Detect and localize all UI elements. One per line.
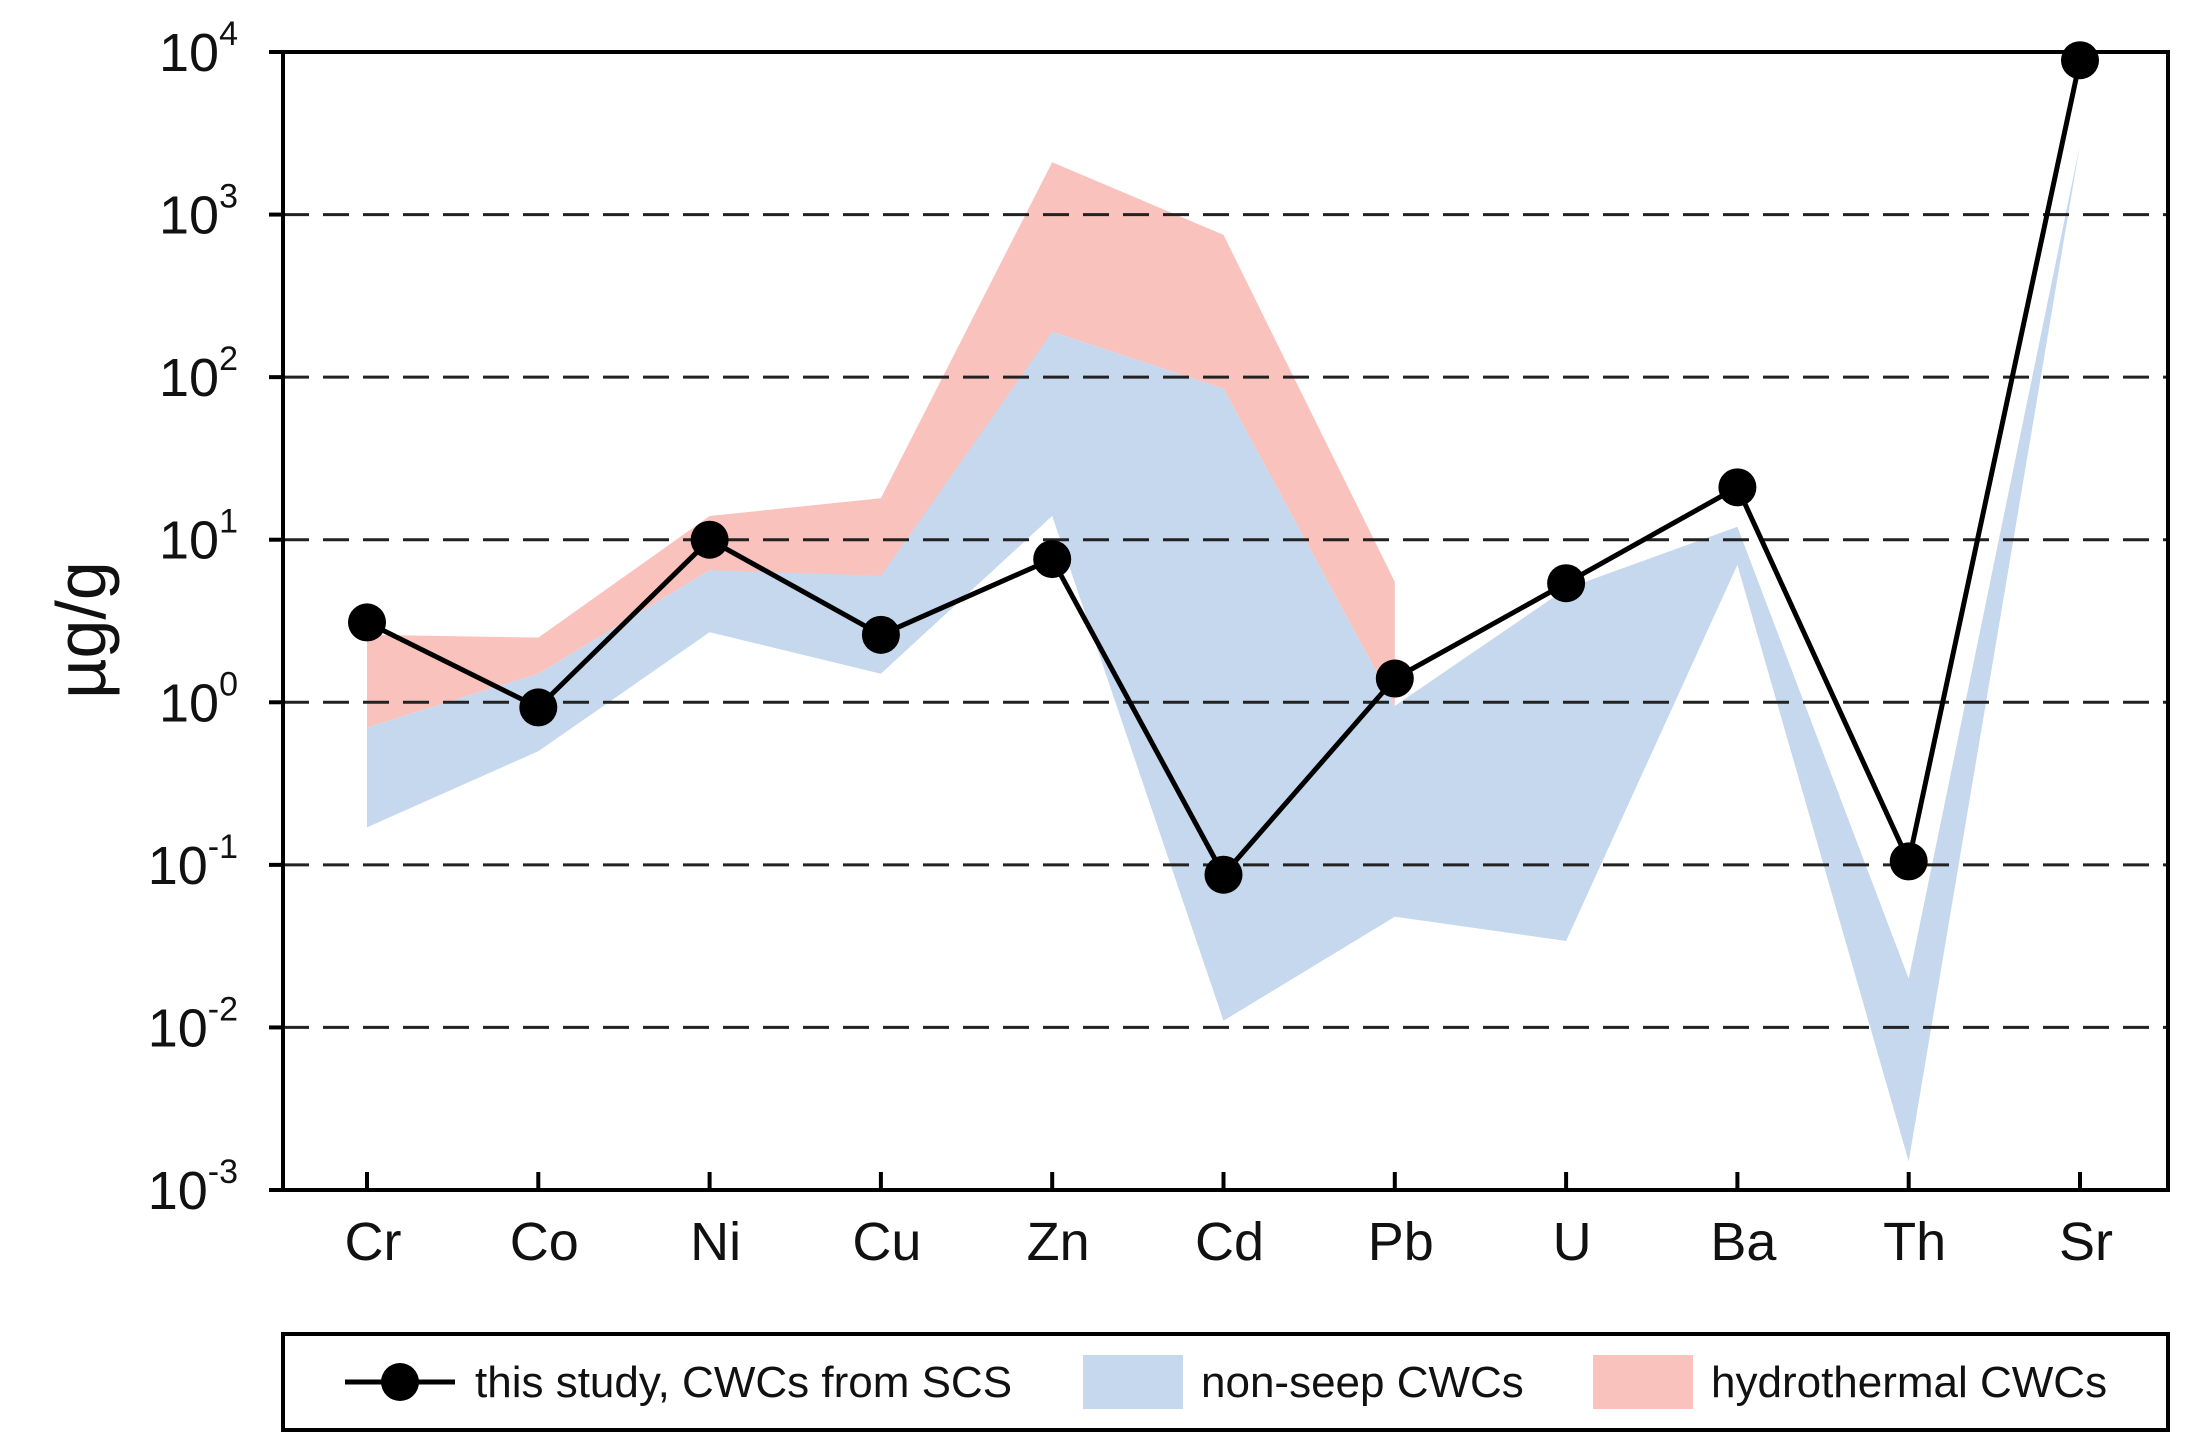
data-point-ba [1718, 468, 1757, 507]
x-tick-label-ba: Ba [1710, 1212, 1777, 1272]
y-tick-label: 101 [159, 503, 238, 571]
y-tick-label: 10-3 [148, 1153, 238, 1221]
legend-label: non-seep CWCs [1201, 1358, 1524, 1407]
y-tick-base: 10 [159, 348, 219, 408]
series-layer [348, 41, 2099, 894]
y-tick-label: 10-1 [148, 828, 238, 896]
x-tick-label-th: Th [1883, 1212, 1946, 1272]
y-tick-base: 10 [159, 186, 219, 246]
x-tick-label-sr: Sr [2059, 1212, 2113, 1272]
y-tick-base: 10 [148, 998, 208, 1058]
data-point-ni [690, 520, 729, 559]
data-point-u [1547, 564, 1586, 603]
y-tick-base: 10 [148, 1161, 208, 1221]
y-tick-label: 103 [159, 178, 238, 246]
y-tick-label: 100 [159, 665, 238, 733]
data-point-cr [348, 603, 386, 642]
y-tick-exponent: 4 [219, 15, 238, 53]
y-tick-exponent: 2 [219, 340, 238, 378]
y-axis-label: µg/g [42, 561, 120, 699]
band-non-seep-cwcs [367, 144, 2080, 1162]
y-tick-label: 104 [159, 15, 238, 83]
legend-patch-swatch [1593, 1355, 1693, 1409]
data-point-cd [1204, 855, 1243, 894]
legend-label: this study, CWCs from SCS [475, 1358, 1012, 1407]
y-tick-exponent: 0 [219, 665, 238, 703]
y-tick-exponent: 1 [219, 503, 238, 541]
bands-layer [367, 144, 2080, 1162]
x-tick-label-co: Co [510, 1212, 579, 1272]
y-tick-exponent: -3 [208, 1153, 238, 1191]
legend-marker-swatch [381, 1363, 419, 1401]
x-tick-label-u: U [1553, 1212, 1592, 1272]
legend: this study, CWCs from SCS non-seep CWCs hy… [281, 1332, 2170, 1432]
data-point-pb [1375, 659, 1414, 698]
y-tick-base: 10 [159, 673, 219, 733]
legend-box [281, 1332, 2170, 1432]
x-tick-label-cd: Cd [1195, 1212, 1264, 1272]
x-tick-label-pb: Pb [1368, 1212, 1434, 1272]
x-axis: Cr Co Ni Cu Zn Cd Pb U Ba Th Sr [345, 1172, 2113, 1272]
data-point-sr [2061, 41, 2099, 80]
data-point-cu [861, 615, 900, 654]
data-point-zn [1033, 540, 1072, 579]
x-tick-label-zn: Zn [1027, 1212, 1090, 1272]
y-tick-exponent: -1 [208, 828, 238, 866]
y-tick-base: 10 [148, 836, 208, 896]
x-tick-label-cr: Cr [345, 1212, 402, 1272]
band-hydrothermal-cwcs [367, 162, 1395, 728]
data-point-co [519, 688, 558, 727]
y-tick-label: 10-2 [148, 990, 238, 1058]
x-tick-label-cu: Cu [852, 1212, 921, 1272]
y-tick-exponent: -2 [208, 990, 238, 1028]
y-tick-base: 10 [159, 23, 219, 83]
x-tick-label-ni: Ni [690, 1212, 741, 1272]
legend-patch-swatch [1083, 1355, 1183, 1409]
y-tick-exponent: 3 [219, 178, 238, 216]
y-tick-base: 10 [159, 511, 219, 571]
data-point-th [1889, 842, 1928, 881]
legend-label: hydrothermal CWCs [1711, 1358, 2107, 1407]
y-tick-label: 102 [159, 340, 238, 408]
